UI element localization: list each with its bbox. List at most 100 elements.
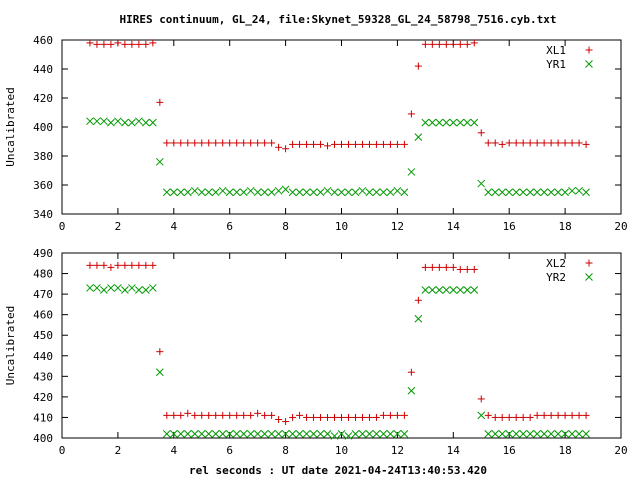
data-point xyxy=(135,40,143,48)
data-point xyxy=(463,286,472,294)
data-point xyxy=(568,186,576,195)
series-YR2 xyxy=(86,284,590,440)
data-point xyxy=(512,413,520,421)
data-point xyxy=(288,430,297,438)
data-point xyxy=(400,430,409,438)
data-point xyxy=(310,140,318,148)
data-point xyxy=(547,430,555,438)
y-tick-label: 440 xyxy=(33,63,53,76)
data-point xyxy=(456,118,465,127)
legend-marker xyxy=(585,60,593,68)
data-point xyxy=(484,411,492,419)
data-point xyxy=(149,39,157,47)
data-point xyxy=(190,430,199,438)
data-point xyxy=(128,284,136,292)
data-point xyxy=(526,430,535,438)
data-point xyxy=(582,411,590,419)
data-point xyxy=(205,139,213,147)
data-point xyxy=(155,157,164,166)
data-point xyxy=(239,188,248,197)
data-point xyxy=(498,188,507,197)
legend-marker xyxy=(585,46,593,54)
data-point xyxy=(547,188,555,197)
plot-frame xyxy=(61,252,622,439)
data-point xyxy=(477,411,486,420)
x-tick-label: 12 xyxy=(391,220,404,233)
data-point xyxy=(184,409,192,417)
x-tick-label: 10 xyxy=(335,444,348,457)
data-point xyxy=(142,261,150,269)
data-point xyxy=(568,411,576,419)
data-point xyxy=(561,411,569,419)
upper-panel: 0 2 4 6 8 10 12 14 16 18 20 340 360 380 400 420 440 460 Un… xyxy=(4,34,628,233)
data-point xyxy=(449,40,457,48)
data-point xyxy=(281,185,290,194)
data-point xyxy=(554,139,562,147)
data-point xyxy=(253,430,262,438)
data-point xyxy=(233,411,241,419)
data-point xyxy=(407,386,416,395)
x-tick-label: 8 xyxy=(282,444,289,457)
y-tick-label: 380 xyxy=(33,150,53,163)
data-point xyxy=(344,188,353,197)
data-point xyxy=(519,188,528,197)
data-point xyxy=(379,140,387,148)
data-point xyxy=(289,140,297,148)
data-point xyxy=(449,263,457,271)
data-point xyxy=(142,40,150,48)
data-point xyxy=(225,188,234,197)
data-point xyxy=(93,117,101,126)
data-point xyxy=(163,139,171,147)
x-tick-label: 20 xyxy=(614,220,627,233)
data-point xyxy=(372,413,380,421)
data-point xyxy=(240,139,248,147)
data-point xyxy=(121,118,129,127)
data-point xyxy=(211,430,220,438)
data-point xyxy=(561,430,569,438)
data-point xyxy=(526,139,534,147)
data-point xyxy=(568,139,576,147)
data-point xyxy=(190,186,199,195)
data-point xyxy=(372,430,381,438)
y-axis-label: Uncalibrated xyxy=(4,306,17,385)
data-point xyxy=(232,430,241,438)
data-point xyxy=(456,286,465,294)
data-point xyxy=(435,40,443,48)
data-point xyxy=(100,117,108,126)
data-point xyxy=(337,430,346,438)
data-point xyxy=(323,186,332,195)
data-point xyxy=(435,263,443,271)
data-point xyxy=(519,139,527,147)
data-point xyxy=(295,188,304,197)
data-point xyxy=(170,139,178,147)
data-point xyxy=(162,430,171,438)
data-point xyxy=(135,117,143,126)
data-point xyxy=(428,118,437,127)
chart-title: HIRES continuum, GL_24, file:Skynet_5932… xyxy=(119,13,556,26)
data-point xyxy=(239,430,248,438)
data-point xyxy=(533,430,542,438)
data-point xyxy=(372,188,381,197)
y-tick-label: 460 xyxy=(33,34,53,47)
data-point xyxy=(303,413,311,421)
data-point xyxy=(379,188,388,197)
data-point xyxy=(163,411,171,419)
data-point xyxy=(246,430,255,438)
data-point xyxy=(86,284,94,292)
data-point xyxy=(191,139,199,147)
data-point xyxy=(211,188,220,197)
data-point xyxy=(512,188,521,197)
legend-marker xyxy=(585,259,593,267)
data-point xyxy=(176,430,185,438)
data-point xyxy=(114,261,122,269)
data-point xyxy=(344,432,353,440)
data-point xyxy=(162,188,171,197)
data-point xyxy=(526,413,534,421)
data-point xyxy=(463,265,471,273)
data-point xyxy=(491,188,500,197)
data-point xyxy=(198,139,206,147)
x-tick-label: 4 xyxy=(170,444,177,457)
data-point xyxy=(442,263,450,271)
data-point xyxy=(107,284,115,292)
